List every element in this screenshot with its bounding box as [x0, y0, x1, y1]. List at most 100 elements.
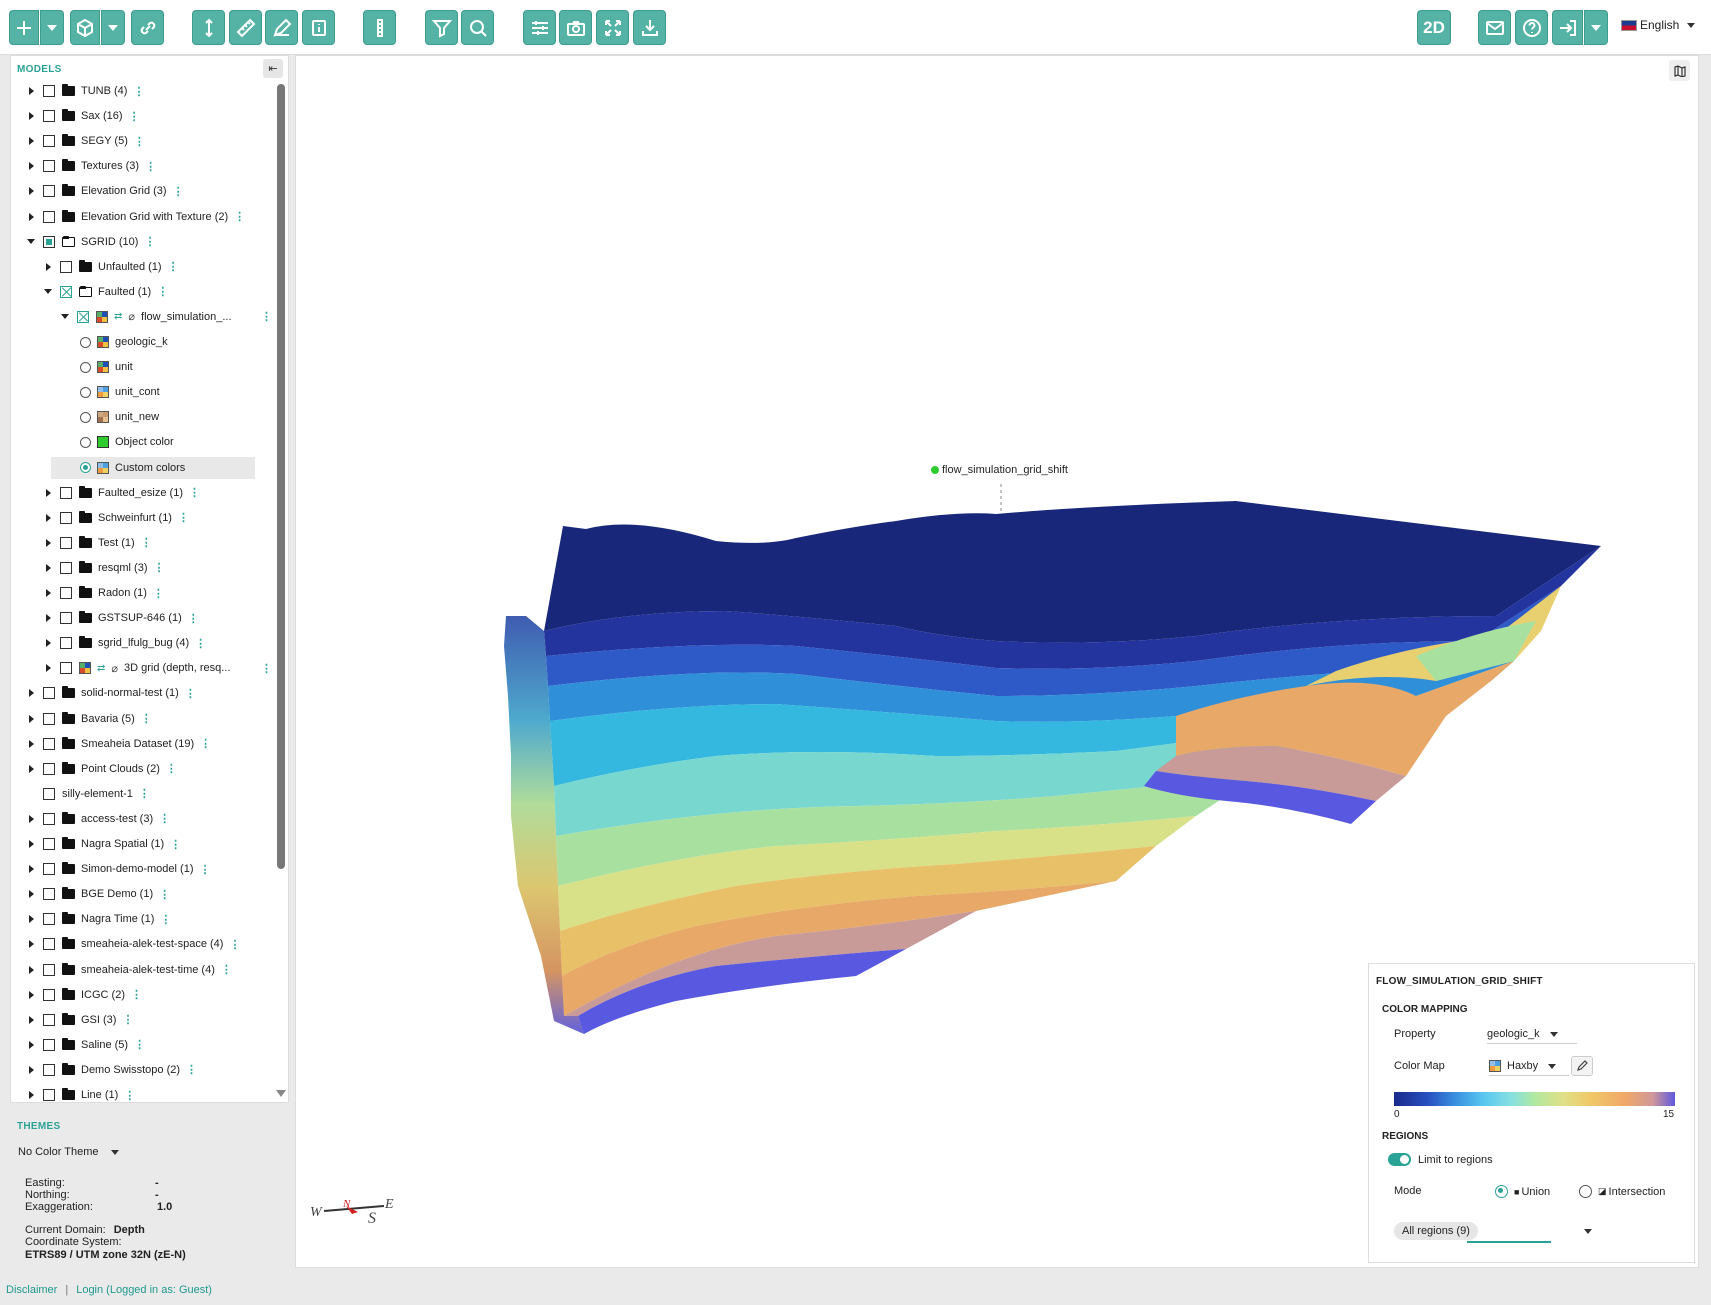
edit-colormap-button[interactable] [1571, 1056, 1593, 1076]
expand-arrow-icon[interactable] [42, 538, 54, 547]
item-menu-icon[interactable]: ⋮ [133, 85, 144, 98]
tree-item[interactable]: Saline (5) ⋮ [25, 1034, 145, 1056]
expand-arrow-icon[interactable] [25, 87, 37, 95]
tree-item[interactable]: solid-normal-test (1) ⋮ [25, 682, 196, 704]
item-menu-icon[interactable]: ⋮ [138, 788, 150, 801]
visibility-checkbox[interactable] [43, 185, 55, 198]
property-radio[interactable] [80, 361, 91, 373]
visibility-checkbox[interactable] [43, 938, 55, 951]
item-menu-icon[interactable]: ⋮ [165, 763, 177, 776]
visibility-checkbox[interactable] [43, 135, 55, 148]
visibility-checkbox[interactable] [43, 1063, 55, 1076]
visibility-checkbox[interactable] [60, 536, 72, 549]
item-menu-icon[interactable]: ⋮ [160, 913, 171, 926]
item-menu-icon[interactable]: ⋮ [186, 1064, 197, 1077]
tree-item[interactable]: Textures (3) ⋮ [25, 155, 156, 177]
theme-select[interactable]: No Color Theme [18, 1146, 119, 1158]
filter-button[interactable] [425, 10, 458, 45]
expand-arrow-icon[interactable] [25, 162, 37, 171]
tree-item[interactable]: Nagra Time (1) ⋮ [25, 908, 171, 930]
language-selector[interactable]: English [1621, 18, 1696, 32]
visibility-checkbox[interactable] [43, 787, 55, 800]
tree-item[interactable]: Faulted (1) ⋮ [42, 281, 168, 303]
visibility-checkbox[interactable] [60, 561, 72, 574]
property-radio[interactable] [80, 386, 91, 398]
expand-arrow-icon[interactable] [25, 890, 37, 899]
ruler-button[interactable] [229, 10, 262, 45]
limit-regions-toggle[interactable] [1388, 1153, 1411, 1166]
expand-arrow-icon[interactable] [25, 814, 37, 823]
tree-item[interactable]: TUNB (4) ⋮ [25, 80, 144, 102]
tree-item[interactable]: SEGY (5) ⋮ [25, 130, 145, 152]
expand-arrow-icon[interactable] [42, 513, 54, 522]
view-2d-button[interactable]: 2D [1417, 10, 1451, 45]
visibility-checkbox[interactable] [43, 888, 55, 901]
login-dropdown-button[interactable] [1584, 10, 1608, 45]
draw-button[interactable] [265, 10, 298, 45]
tree-item[interactable]: ICGC (2) ⋮ [25, 984, 142, 1006]
visibility-checkbox[interactable] [43, 812, 55, 825]
item-menu-icon[interactable]: ⋮ [140, 713, 152, 725]
visibility-checkbox[interactable] [43, 1089, 55, 1101]
expand-arrow-icon[interactable] [25, 940, 37, 949]
mode-union-option[interactable]: ■ Union [1495, 1185, 1550, 1198]
tree-item[interactable]: Smeaheia Dataset (19) ⋮ [25, 733, 211, 755]
expand-arrow-icon[interactable] [25, 739, 37, 748]
expand-arrow-icon[interactable] [25, 865, 37, 874]
expand-arrow-icon[interactable] [25, 764, 37, 773]
tree-item[interactable]: Radon (1) ⋮ [42, 582, 164, 604]
item-menu-icon[interactable]: ⋮ [167, 261, 179, 274]
item-menu-icon[interactable]: ⋮ [172, 185, 184, 198]
item-menu-icon[interactable]: ⋮ [128, 110, 140, 123]
visibility-checkbox[interactable] [43, 988, 55, 1001]
item-menu-icon[interactable]: ⋮ [124, 1089, 135, 1102]
item-menu-icon[interactable]: ⋮ [122, 1014, 133, 1027]
visibility-checkbox[interactable] [43, 85, 55, 97]
regions-chip[interactable]: All regions (9) [1394, 1222, 1478, 1240]
visibility-checkbox[interactable] [43, 1013, 55, 1026]
item-menu-icon[interactable]: ⋮ [177, 512, 189, 525]
tree-item[interactable]: Faulted_esize (1) ⋮ [42, 482, 200, 504]
visibility-checkbox[interactable] [43, 687, 55, 700]
visibility-checkbox[interactable] [43, 210, 55, 223]
tree-item[interactable]: Demo Swisstopo (2) ⋮ [25, 1059, 197, 1081]
item-menu-icon[interactable]: ⋮ [199, 863, 210, 876]
tree-item[interactable]: Point Clouds (2) ⋮ [25, 758, 177, 780]
visibility-checkbox[interactable] [60, 637, 72, 650]
expand-arrow-icon[interactable] [25, 990, 37, 999]
item-menu-icon[interactable]: ⋮ [140, 537, 152, 550]
visibility-checkbox[interactable] [43, 838, 55, 850]
property-item[interactable]: geologic_k [80, 331, 168, 353]
message-button[interactable] [1478, 10, 1511, 45]
tree-item[interactable]: Elevation Grid with Texture (2) ⋮ [25, 206, 245, 228]
vertical-measure-button[interactable] [192, 10, 225, 45]
tree-item[interactable]: SGRID (10) ⋮ [25, 231, 155, 253]
regions-dropdown-icon[interactable] [1584, 1229, 1592, 1234]
tree-item[interactable]: Test (1) ⋮ [42, 532, 152, 554]
item-menu-icon[interactable]: ⋮ [187, 612, 199, 625]
item-menu-icon[interactable]: ⋮ [200, 738, 211, 751]
collapse-arrow-icon[interactable] [42, 289, 54, 295]
expand-arrow-icon[interactable] [42, 563, 54, 572]
expand-arrow-icon[interactable] [25, 212, 37, 221]
property-radio[interactable] [80, 462, 91, 473]
expand-arrow-icon[interactable] [42, 589, 54, 597]
visibility-checkbox[interactable] [60, 486, 72, 499]
tree-item[interactable]: GSTSUP-646 (1) ⋮ [42, 607, 199, 629]
intersection-radio[interactable] [1579, 1185, 1592, 1198]
tree-item[interactable]: smeaheia-alek-test-time (4) ⋮ [25, 959, 232, 981]
expand-arrow-icon[interactable] [25, 965, 37, 974]
visibility-checkbox[interactable] [43, 863, 55, 876]
visibility-checkbox[interactable] [60, 587, 72, 599]
visibility-checkbox[interactable] [60, 511, 72, 524]
item-menu-icon[interactable]: ⋮ [157, 286, 168, 299]
expand-arrow-icon[interactable] [25, 915, 37, 924]
login-link[interactable]: Login (Logged in as: Guest) [76, 1284, 212, 1296]
tree-item[interactable]: Sax (16) ⋮ [25, 105, 140, 127]
item-menu-icon[interactable]: ⋮ [159, 813, 170, 826]
tree-scrollbar[interactable] [277, 84, 285, 869]
expand-arrow-icon[interactable] [25, 840, 37, 848]
tree-item[interactable]: ⇄ ⌀ 3D grid (depth, resq... ⋮ [42, 657, 272, 679]
expand-arrow-icon[interactable] [25, 1065, 37, 1074]
scroll-down-icon[interactable] [276, 1090, 286, 1097]
